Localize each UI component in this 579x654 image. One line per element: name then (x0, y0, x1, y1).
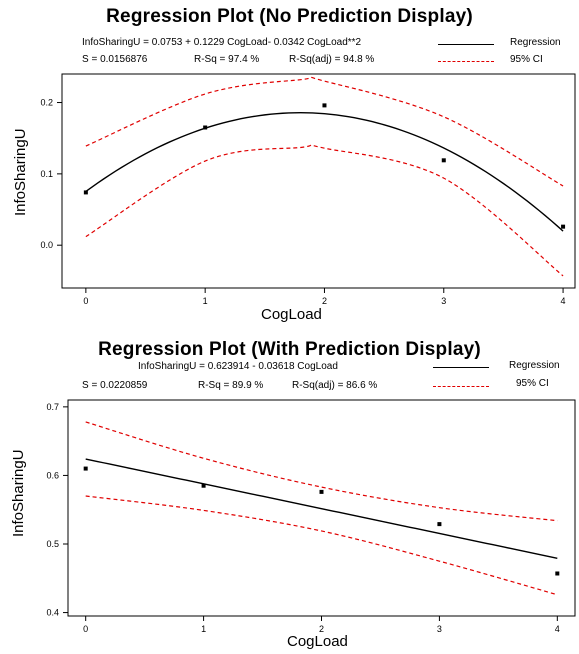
data-point (437, 522, 442, 527)
x-tick-label: 2 (319, 624, 324, 634)
plot-frame (61, 73, 576, 289)
regression-equation: InfoSharingU = 0.0753 + 0.1229 CogLoad- … (82, 37, 362, 48)
data-point (203, 125, 208, 130)
data-point (555, 571, 560, 576)
chart-top: Regression Plot (No Prediction Display) … (12, 6, 576, 323)
plot-area: 0 1 2 3 4 0.4 0.5 0.6 0.7 (46, 399, 576, 634)
x-axis-label: CogLoad (287, 633, 348, 650)
ci-upper-line (85, 421, 558, 522)
legend-regression-label: Regression (509, 360, 560, 371)
chart-title: Regression Plot (No Prediction Display) (106, 6, 473, 27)
y-tick-label: 0.5 (46, 539, 59, 549)
legend-ci-swatch (433, 386, 489, 387)
x-tick-label: 0 (83, 624, 88, 634)
x-tick-label: 0 (83, 296, 88, 306)
x-tick-label: 3 (441, 296, 446, 306)
x-tick-label: 1 (203, 296, 208, 306)
x-tick-label: 2 (322, 296, 327, 306)
chart-bottom: Regression Plot (With Prediction Display… (0, 327, 579, 654)
legend-ci-label: 95% CI (516, 378, 549, 389)
plot-area: 0 1 2 3 4 0.0 0.1 0.2 (40, 73, 576, 306)
ci-lower-line (85, 144, 564, 277)
stat-rsq-adj: R-Sq(adj) = 94.8 % (289, 54, 375, 65)
legend-ci-label: 95% CI (510, 54, 543, 65)
stat-s: S = 0.0220859 (82, 380, 148, 391)
regression-line (85, 112, 564, 232)
data-point (441, 158, 446, 163)
y-tick-label: 0.0 (40, 240, 53, 250)
regression-line (85, 458, 558, 559)
y-tick-label: 0.1 (40, 169, 53, 179)
y-axis-label: InfoSharingU (10, 449, 27, 537)
legend-ci-swatch (438, 61, 494, 62)
ci-lower-line (85, 495, 558, 596)
y-tick-label: 0.2 (40, 98, 53, 108)
stat-s: S = 0.0156876 (82, 54, 148, 65)
regression-equation: InfoSharingU = 0.623914 - 0.03618 CogLoa… (138, 361, 338, 372)
ci-upper-line (85, 76, 564, 187)
chart-title: Regression Plot (With Prediction Display… (98, 339, 481, 360)
legend-regression-swatch (438, 44, 494, 45)
x-tick-label: 3 (437, 624, 442, 634)
x-tick-label: 4 (555, 624, 560, 634)
y-axis-label: InfoSharingU (12, 128, 29, 216)
legend-regression-swatch (433, 367, 489, 368)
stat-rsq: R-Sq = 89.9 % (198, 380, 264, 391)
data-point (561, 224, 566, 229)
y-tick-label: 0.6 (46, 470, 59, 480)
x-tick-label: 1 (201, 624, 206, 634)
stat-rsq: R-Sq = 97.4 % (194, 54, 260, 65)
x-tick-label: 4 (561, 296, 566, 306)
data-point (83, 466, 88, 471)
data-point (201, 483, 206, 488)
y-tick-label: 0.7 (46, 402, 59, 412)
data-point (319, 489, 324, 494)
stat-rsq-adj: R-Sq(adj) = 86.6 % (292, 380, 378, 391)
x-axis-label: CogLoad (261, 306, 322, 323)
data-point (322, 103, 327, 108)
data-point (83, 190, 88, 195)
y-tick-label: 0.4 (46, 608, 59, 618)
legend-regression-label: Regression (510, 37, 561, 48)
